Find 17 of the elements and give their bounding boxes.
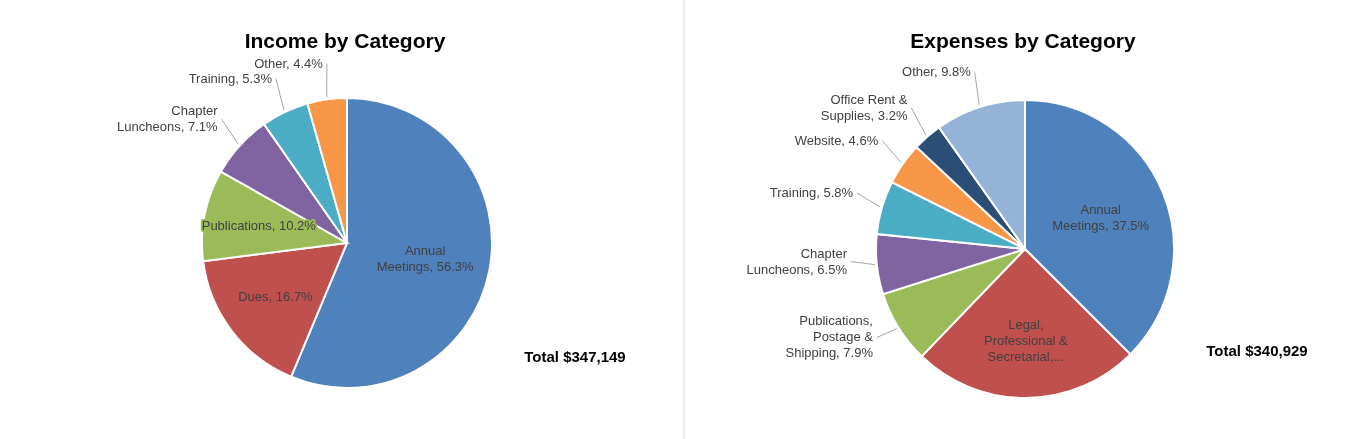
text: Total $340,929 — [1206, 342, 1308, 359]
chart-title: Expenses by Category — [910, 29, 1136, 52]
chart-title: Income by Category — [244, 29, 446, 52]
slice-label: Training, 5.8% — [769, 185, 854, 201]
slice-label: Other, 9.8% — [902, 64, 972, 80]
slice-label: Publications, Postage & Shipping, 7.9% — [785, 313, 874, 361]
slice-label: Annual Meetings, 37.5% — [1052, 201, 1150, 233]
text: Total $347,149 — [524, 348, 626, 365]
slice-label: Other, 4.4% — [254, 55, 324, 71]
slice-label: Training, 5.3% — [188, 70, 273, 86]
slice-label: Website, 4.6% — [794, 132, 879, 148]
slice-label: Office Rent & Supplies, 3.2% — [820, 91, 908, 123]
slice-label: Chapter Luncheons, 7.1% — [117, 103, 219, 135]
slice-label: Dues, 16.7% — [238, 289, 314, 305]
slice-label: Annual Meetings, 56.3% — [376, 242, 475, 274]
slice-label: Legal, Professional & Secretarial,... — [983, 317, 1069, 365]
slice-label: Chapter Luncheons, 6.5% — [746, 245, 848, 277]
